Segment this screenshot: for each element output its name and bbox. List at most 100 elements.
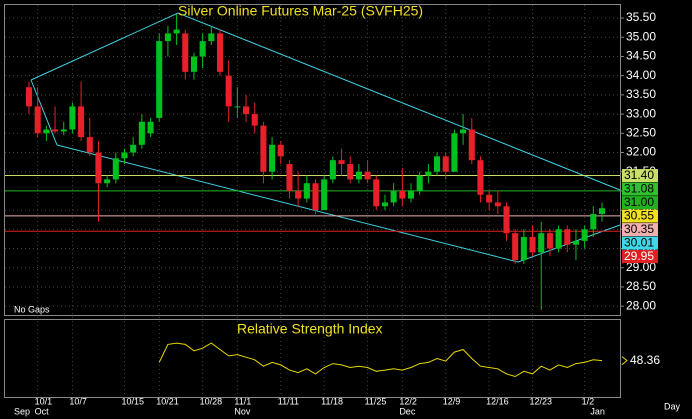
- x-tick-label: 12/16: [486, 396, 509, 406]
- candle-body: [503, 206, 510, 234]
- candle-body: [598, 208, 606, 214]
- chart-title: Silver Online Futures Mar-25 (SVFH25): [178, 3, 423, 19]
- candle-body: [234, 106, 241, 108]
- candle-body: [572, 240, 579, 245]
- month-label: Sep: [14, 406, 30, 416]
- y-tick-label: 35.00: [626, 29, 656, 43]
- level-label-box: [622, 223, 658, 237]
- y-tick-label: 32.00: [626, 145, 656, 159]
- level-label: 31.08: [624, 182, 654, 196]
- candle-body: [451, 133, 458, 172]
- candle-body: [52, 129, 59, 132]
- rsi-title: Relative Strength Index: [237, 321, 383, 337]
- x-tick-label: 11/11: [278, 396, 299, 406]
- candle-body: [295, 190, 302, 199]
- trend-channel-upper: [30, 12, 621, 191]
- level-label-box: [622, 169, 658, 183]
- y-tick-label: 28.00: [626, 298, 656, 312]
- candle-body: [321, 179, 328, 211]
- candle-body: [130, 144, 137, 153]
- level-label-box: [622, 236, 658, 250]
- candle-body: [381, 202, 388, 207]
- candle-body: [43, 129, 50, 134]
- y-tick-label: 35.50: [626, 10, 656, 24]
- rsi-line: [158, 342, 603, 378]
- candle-body: [138, 121, 145, 145]
- y-tick-label: 34.00: [626, 68, 656, 82]
- candle-body: [286, 164, 293, 191]
- candle-body: [520, 237, 527, 261]
- candle-body: [338, 160, 345, 165]
- y-tick-label: 32.50: [626, 125, 656, 139]
- rsi-panel: [4, 319, 621, 398]
- candle-body: [182, 33, 189, 72]
- candle-body: [86, 137, 93, 153]
- x-tick-label: 11/18: [321, 396, 343, 406]
- candle-body: [269, 144, 276, 172]
- candle-body: [164, 33, 171, 42]
- candle-body: [468, 129, 475, 161]
- candle-body: [147, 121, 154, 134]
- candle-body: [477, 160, 484, 195]
- candle-body: [78, 106, 85, 138]
- candle-body: [555, 229, 562, 249]
- level-label: 29.95: [624, 249, 654, 263]
- candle-body: [512, 233, 519, 261]
- month-label: Jan: [590, 406, 605, 416]
- level-label: 30.35: [624, 222, 654, 236]
- x-tick-label: 11/1: [234, 396, 251, 406]
- level-label: 31.00: [624, 195, 654, 209]
- level-label-box: [622, 209, 658, 223]
- x-tick-label: 10/1: [35, 396, 53, 406]
- candle-body: [303, 183, 310, 199]
- candle-body: [355, 171, 362, 180]
- candle-body: [407, 190, 415, 199]
- period-label: Day: [664, 401, 681, 411]
- candles: [25, 14, 606, 311]
- candle-body: [190, 56, 197, 72]
- candle-body: [347, 164, 354, 180]
- level-label: 30.01: [624, 236, 654, 250]
- x-tick-label: 12/9: [443, 396, 461, 406]
- candle-body: [34, 106, 41, 134]
- gap-note: No Gaps: [14, 304, 50, 314]
- candle-body: [399, 190, 406, 199]
- candle-body: [60, 129, 67, 132]
- candle-body: [390, 190, 397, 203]
- candle-body: [216, 33, 224, 72]
- month-label: Oct: [35, 406, 50, 416]
- candle-body: [104, 179, 111, 184]
- level-label: 30.55: [624, 209, 654, 223]
- candle-body: [590, 213, 597, 230]
- y-tick-label: 28.50: [626, 279, 656, 293]
- y-tick-label: 34.50: [626, 49, 656, 63]
- candle-body: [564, 229, 571, 245]
- candle-body: [25, 87, 33, 107]
- candle-body: [199, 41, 206, 57]
- candle-body: [329, 160, 336, 180]
- candle-body: [121, 152, 128, 159]
- candle-body: [208, 33, 215, 42]
- candle-body: [260, 125, 267, 172]
- candle-body: [434, 156, 441, 172]
- labels: 28.0028.5029.0029.5030.0030.5031.0031.50…: [14, 10, 658, 416]
- candle-body: [112, 158, 119, 180]
- level-label-box: [622, 250, 658, 264]
- candle-body: [529, 237, 536, 253]
- x-tick-label: 10/28: [200, 396, 223, 406]
- rsi-value-label: 48.36: [630, 353, 660, 367]
- x-tick-label: 12/2: [399, 396, 417, 406]
- trend-channel-edge: [30, 79, 58, 146]
- month-label: Nov: [234, 406, 251, 416]
- candle-body: [494, 202, 501, 207]
- candle-body: [243, 106, 250, 115]
- y-tick-label: 33.50: [626, 87, 656, 101]
- candle-body: [173, 29, 180, 34]
- candle-body: [546, 233, 553, 249]
- grid: [5, 5, 624, 397]
- candle-body: [460, 129, 467, 134]
- candle-body: [277, 144, 284, 157]
- rsi-marker: [621, 356, 628, 365]
